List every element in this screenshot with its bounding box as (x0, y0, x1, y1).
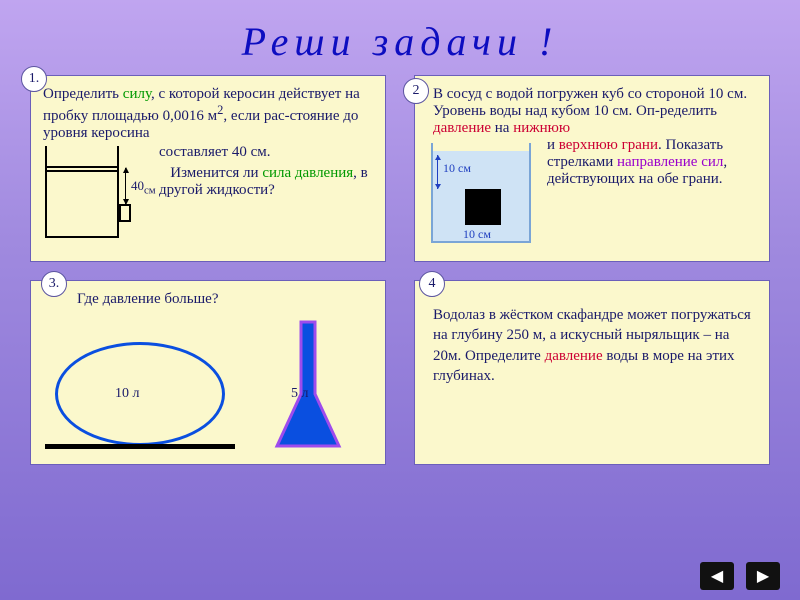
problem-3-figure: 10 л 5 л (43, 314, 373, 454)
nav-forward-button[interactable]: ▶ (746, 562, 780, 590)
problem-3-card: 3. Где давление больше? 10 л 5 л (30, 280, 386, 465)
problem-1-card: 1. Определить силу, с которой керосин де… (30, 75, 386, 262)
nav-back-button[interactable]: ◀ (700, 562, 734, 590)
p2-b: давление (433, 120, 491, 136)
p1-tank (45, 146, 119, 238)
p1-dimension-arrow (125, 168, 126, 204)
page-title: Реши задачи ! (0, 0, 800, 75)
problem-1-text-side: составляет 40 см. Изменится ли сила давл… (159, 144, 373, 244)
p1-line2: составляет 40 см. (159, 144, 373, 161)
p2-d: нижнюю (513, 120, 570, 136)
problem-3-badge: 3. (41, 271, 67, 297)
p1-liquid-surface (45, 166, 119, 168)
p2-e: и (547, 137, 559, 153)
problem-2-text-side: и верхнюю грани. Показать стрелками напр… (547, 137, 757, 251)
p3-label-10l: 10 л (115, 386, 140, 402)
p3-ellipse-base (45, 444, 235, 449)
p3-ellipse-vessel (55, 342, 225, 446)
p1-question: Изменится ли сила давления, в другой жид… (159, 165, 373, 199)
p1-t1: Определить (43, 86, 123, 102)
nav-controls: ◀ ▶ (700, 562, 780, 590)
p2-h: направление сил (617, 154, 723, 170)
p2-dim-arrow (437, 155, 438, 189)
p1-qa: Изменится ли (170, 165, 262, 181)
p2-f: верхнюю грани (559, 137, 658, 153)
p1-t2: силу (123, 86, 151, 102)
p1-dimension-label: 40см (131, 178, 156, 197)
p2-label-top: 10 см (443, 161, 471, 176)
problem-2-card: 2 В сосуд с водой погружен куб со сторон… (414, 75, 770, 262)
p2-label-bottom: 10 см (463, 227, 491, 242)
p3-flask-vessel (273, 320, 343, 450)
p1-dim-unit: см (144, 185, 156, 197)
p3-label-5l: 5 л (291, 386, 309, 402)
p1-qb: сила давления (262, 165, 353, 181)
problem-1-badge: 1. (21, 66, 47, 92)
p1-dim-val: 40 (131, 178, 144, 193)
p2-cube (465, 189, 501, 225)
p1-plug (119, 204, 131, 222)
problem-4-text: Водолаз в жёстком скафандре может погруж… (427, 295, 757, 386)
problem-4-card: 4 Водолаз в жёстком скафандре может погр… (414, 280, 770, 465)
problem-2-text-top: В сосуд с водой погружен куб со стороной… (427, 86, 757, 137)
problems-grid: 1. Определить силу, с которой керосин де… (0, 75, 800, 465)
p2-a: В сосуд с водой погружен куб со стороной… (433, 86, 747, 119)
problem-1-text-top: Определить силу, с которой керосин дейст… (43, 86, 373, 142)
problem-1-figure: 40см (43, 144, 153, 244)
problem-2-badge: 2 (403, 78, 429, 104)
problem-2-figure: 10 см 10 см (427, 141, 537, 251)
problem-3-question: Где давление больше? (43, 291, 373, 308)
problem-4-badge: 4 (419, 271, 445, 297)
p4-b: давление (545, 348, 603, 364)
p1-liquid-surface2 (45, 170, 119, 172)
p2-c: на (491, 120, 513, 136)
